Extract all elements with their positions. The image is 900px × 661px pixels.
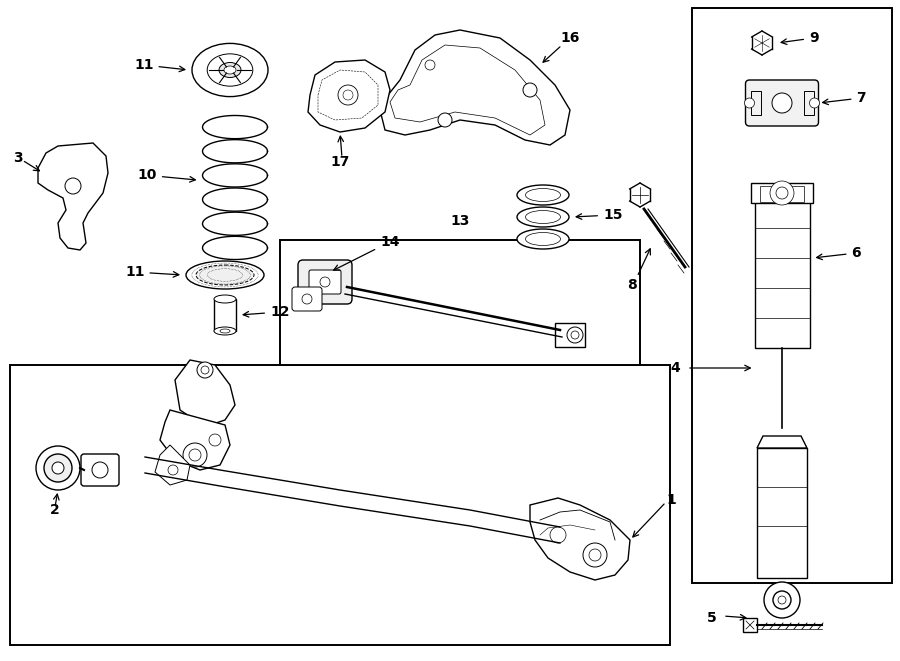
Circle shape xyxy=(438,113,452,127)
Circle shape xyxy=(778,596,786,604)
FancyBboxPatch shape xyxy=(81,454,119,486)
Bar xyxy=(10,365,670,645)
Circle shape xyxy=(589,549,601,561)
Circle shape xyxy=(183,443,207,467)
Circle shape xyxy=(302,294,312,304)
Text: 8: 8 xyxy=(627,278,637,292)
Ellipse shape xyxy=(214,295,236,303)
Ellipse shape xyxy=(186,261,264,289)
Text: 3: 3 xyxy=(14,151,22,165)
Polygon shape xyxy=(757,436,807,448)
Polygon shape xyxy=(155,445,190,485)
Polygon shape xyxy=(38,143,108,250)
Bar xyxy=(743,618,757,632)
Circle shape xyxy=(550,527,566,543)
Polygon shape xyxy=(175,360,235,425)
Bar xyxy=(804,91,814,115)
Text: 11: 11 xyxy=(125,265,179,279)
Text: 12: 12 xyxy=(243,305,290,319)
Circle shape xyxy=(567,327,583,343)
Ellipse shape xyxy=(214,327,236,335)
Circle shape xyxy=(583,543,607,567)
Bar xyxy=(751,183,813,203)
Ellipse shape xyxy=(526,210,561,223)
Bar xyxy=(751,91,760,115)
Circle shape xyxy=(343,90,353,100)
FancyBboxPatch shape xyxy=(309,270,341,294)
Ellipse shape xyxy=(517,185,569,205)
Ellipse shape xyxy=(517,229,569,249)
Ellipse shape xyxy=(526,188,561,202)
Circle shape xyxy=(338,85,358,105)
Ellipse shape xyxy=(517,207,569,227)
Ellipse shape xyxy=(220,329,230,333)
Bar xyxy=(555,323,585,347)
Circle shape xyxy=(52,462,64,474)
Text: 15: 15 xyxy=(576,208,623,222)
Text: 11: 11 xyxy=(134,58,184,72)
Circle shape xyxy=(523,83,537,97)
Circle shape xyxy=(770,181,794,205)
Ellipse shape xyxy=(207,54,253,86)
Circle shape xyxy=(189,449,201,461)
Ellipse shape xyxy=(219,63,241,77)
Circle shape xyxy=(744,98,754,108)
Circle shape xyxy=(764,582,800,618)
FancyBboxPatch shape xyxy=(298,260,352,304)
Circle shape xyxy=(425,60,435,70)
FancyBboxPatch shape xyxy=(745,80,818,126)
Circle shape xyxy=(772,93,792,113)
Text: 7: 7 xyxy=(823,91,866,105)
Text: 14: 14 xyxy=(334,235,400,270)
Bar xyxy=(760,186,804,202)
Circle shape xyxy=(65,178,81,194)
Polygon shape xyxy=(380,30,570,145)
Polygon shape xyxy=(530,498,630,580)
Text: 1: 1 xyxy=(666,493,676,507)
Circle shape xyxy=(44,454,72,482)
Circle shape xyxy=(209,434,221,446)
FancyBboxPatch shape xyxy=(292,287,322,311)
Bar xyxy=(757,448,807,578)
Circle shape xyxy=(320,277,330,287)
Bar xyxy=(280,240,640,365)
Text: 13: 13 xyxy=(450,214,470,228)
Ellipse shape xyxy=(224,66,236,74)
Circle shape xyxy=(168,465,178,475)
Ellipse shape xyxy=(192,44,268,97)
Ellipse shape xyxy=(196,265,254,285)
Bar xyxy=(692,8,892,583)
Text: 9: 9 xyxy=(781,31,819,45)
Circle shape xyxy=(809,98,820,108)
Bar xyxy=(754,198,809,348)
Text: 16: 16 xyxy=(560,31,580,45)
Polygon shape xyxy=(160,410,230,470)
Text: 10: 10 xyxy=(138,169,195,182)
Circle shape xyxy=(776,187,788,199)
Circle shape xyxy=(92,462,108,478)
Circle shape xyxy=(36,446,80,490)
Circle shape xyxy=(773,591,791,609)
Text: 2: 2 xyxy=(50,503,60,517)
Ellipse shape xyxy=(526,233,561,245)
Circle shape xyxy=(571,331,579,339)
Polygon shape xyxy=(308,60,390,132)
Bar xyxy=(214,299,236,331)
Text: 5: 5 xyxy=(707,611,716,625)
Circle shape xyxy=(197,362,213,378)
Text: 4: 4 xyxy=(670,361,680,375)
Text: 6: 6 xyxy=(816,246,861,260)
Text: 17: 17 xyxy=(330,155,350,169)
Circle shape xyxy=(201,366,209,374)
